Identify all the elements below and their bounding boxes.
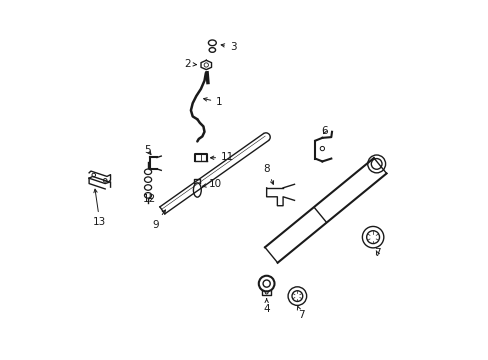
Text: 2: 2 (183, 59, 196, 69)
Text: 1: 1 (203, 97, 223, 107)
Text: 8: 8 (263, 164, 273, 184)
Text: 3: 3 (221, 42, 236, 52)
Text: 9: 9 (152, 210, 165, 230)
Text: 12: 12 (142, 194, 156, 203)
Text: 7: 7 (373, 248, 380, 258)
Text: 7: 7 (297, 306, 304, 320)
Text: 4: 4 (263, 299, 269, 314)
Text: 6: 6 (321, 126, 327, 136)
Text: 5: 5 (144, 145, 151, 155)
Text: 10: 10 (202, 179, 222, 189)
Text: 11: 11 (210, 153, 234, 162)
Text: 13: 13 (93, 189, 106, 227)
